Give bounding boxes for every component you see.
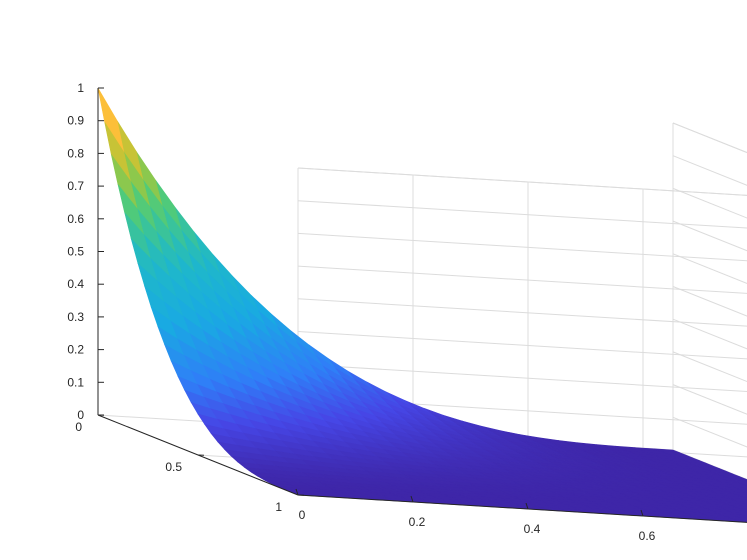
z-tick-label: 0.4 xyxy=(67,277,84,291)
grid-line-side-z xyxy=(672,286,747,317)
z-tick-label: 0.5 xyxy=(67,245,84,259)
grid-line-back-z xyxy=(297,363,747,393)
grid-line-side-z xyxy=(672,351,747,383)
x-tick-mark xyxy=(295,488,299,496)
x-tick-label: 0.2 xyxy=(409,515,426,529)
grid-line-side-z xyxy=(672,155,747,186)
grid-line-side-z xyxy=(672,384,747,415)
grid-line-side-z xyxy=(672,416,747,448)
grid-line-side-z xyxy=(672,122,747,154)
grid-line-back-z xyxy=(297,232,747,262)
grid-line-back-z xyxy=(297,298,747,327)
z-tick-label: 0.8 xyxy=(67,146,84,160)
x-tick-label: 0 xyxy=(299,508,306,522)
x-tick-label: 0.4 xyxy=(524,522,541,536)
x-tick-mark xyxy=(410,495,414,503)
tick-layer: 0 0.1 0.2 0.3 0.4 0.5 0.6 0.7 0.8 0.9 1 0 0.5 1 0 0.2 0.… xyxy=(67,81,656,543)
z-tick-label: 0.3 xyxy=(67,310,84,324)
box-edge-top-back xyxy=(297,167,747,196)
grid-line-side-z xyxy=(672,253,747,284)
y-tick-label: 1 xyxy=(275,500,282,514)
z-tick-label: 0.6 xyxy=(67,212,84,226)
y-tick-label: 0 xyxy=(75,420,82,434)
axes-layer xyxy=(97,87,747,523)
x-axis-line xyxy=(297,494,747,523)
x-tick-label: 0.6 xyxy=(639,529,656,543)
grid-line-back-z xyxy=(297,265,747,294)
grid-line-side-z xyxy=(672,220,747,252)
y-tick-label: 0.5 xyxy=(165,460,182,474)
z-tick-label: 0.1 xyxy=(67,375,84,389)
z-tick-label: 0.2 xyxy=(67,343,84,357)
grid-line-back-z xyxy=(297,167,747,196)
grid-line-back-z xyxy=(297,200,747,229)
z-tick-label: 0.7 xyxy=(67,179,84,193)
grid-line-side-z xyxy=(672,187,747,219)
grid-line-back-z xyxy=(297,331,747,360)
grid-line-side-z xyxy=(672,318,747,350)
x-tick-mark xyxy=(640,509,644,517)
surface-layer xyxy=(97,87,747,523)
z-tick-label: 0 xyxy=(77,408,84,422)
box-edge-top-side xyxy=(672,122,747,154)
z-tick-label: 0.9 xyxy=(67,114,84,128)
x-tick-mark xyxy=(525,502,529,510)
z-tick-label: 1 xyxy=(77,81,84,95)
